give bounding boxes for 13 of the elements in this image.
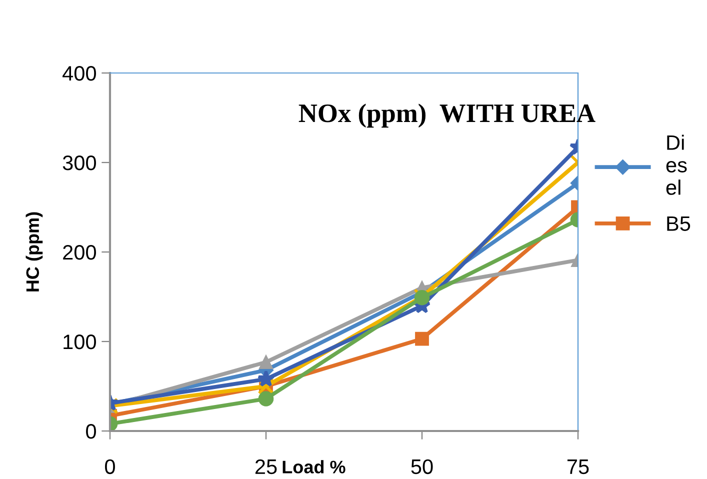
- y-tick-label: 0: [86, 424, 96, 439]
- y-tick-label: 400: [62, 66, 96, 81]
- x-tick-label: 75: [567, 460, 589, 474]
- x-tick-label: 50: [411, 459, 433, 474]
- x-axis-title: Load %: [282, 460, 346, 474]
- y-axis-title: HC (ppm): [26, 212, 43, 292]
- y-tick-label: 300: [62, 156, 96, 170]
- y-tick-label: 100: [64, 334, 96, 350]
- legend-label: B5: [667, 216, 690, 231]
- legend-label: Diesel: [666, 134, 687, 195]
- y-tick-label: 200: [63, 245, 96, 260]
- x-tick-label: 0: [105, 459, 115, 474]
- x-tick-label: 25: [255, 459, 277, 474]
